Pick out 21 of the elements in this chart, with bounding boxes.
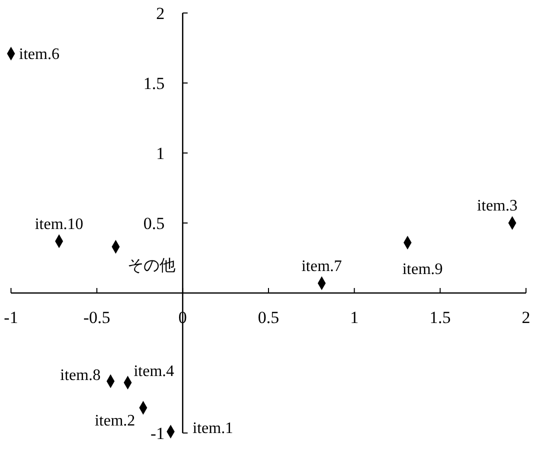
series-label: item.8 <box>60 366 101 384</box>
x-tick-label: -0.5 <box>83 308 110 327</box>
x-tick-label: 1.5 <box>430 308 451 327</box>
series-label: その他 <box>128 257 176 274</box>
series-label: item.2 <box>94 412 136 430</box>
series-label: item.10 <box>34 216 84 233</box>
x-tick-label: 1 <box>350 308 359 327</box>
y-tick-label: 1.5 <box>143 74 165 93</box>
series-label: item.9 <box>402 261 443 278</box>
x-tick-label: 0.5 <box>258 308 280 327</box>
y-tick-label: 0.5 <box>143 214 165 233</box>
x-tick-label: 2 <box>522 308 530 327</box>
y-tick-label: -1 <box>150 424 165 443</box>
series-label: item.6 <box>19 46 60 64</box>
y-tick-label: 1 <box>156 144 165 163</box>
series-label: item.4 <box>134 363 174 380</box>
x-tick-label: -1 <box>4 308 18 327</box>
y-tick-label: 2 <box>156 4 165 23</box>
series-label: item.3 <box>477 198 518 215</box>
series-label: item.7 <box>302 258 342 275</box>
series-label: item.1 <box>192 420 234 438</box>
